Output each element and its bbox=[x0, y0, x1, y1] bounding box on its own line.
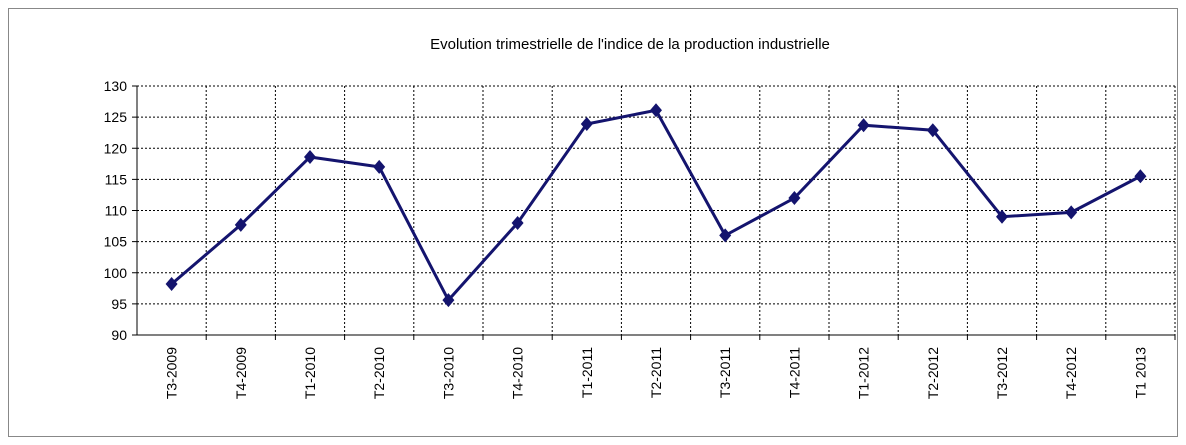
x-tick-label: T2-2012 bbox=[925, 347, 941, 399]
x-tick-label: T1-2012 bbox=[856, 347, 872, 399]
x-tick-label: T2-2011 bbox=[648, 347, 664, 398]
x-tick-label: T1-2011 bbox=[579, 347, 595, 398]
marker bbox=[857, 118, 870, 133]
x-tick-label: T4-2011 bbox=[786, 347, 802, 398]
marker bbox=[304, 149, 316, 164]
x-tick-label: T4-2009 bbox=[233, 347, 249, 399]
x-tick-label: T2-2010 bbox=[371, 347, 387, 399]
y-tick-label: 90 bbox=[111, 327, 127, 343]
y-tick-label: 95 bbox=[111, 296, 127, 312]
marker bbox=[442, 293, 455, 308]
x-tick-label: T4-2012 bbox=[1063, 347, 1079, 399]
y-tick-label: 100 bbox=[104, 265, 128, 281]
x-tick-label: T1-2010 bbox=[302, 347, 318, 399]
marker bbox=[580, 116, 593, 131]
marker bbox=[788, 191, 801, 206]
x-tick-label: T1 2013 bbox=[1132, 347, 1148, 399]
y-tick-label: 105 bbox=[104, 234, 128, 250]
marker bbox=[719, 228, 732, 243]
marker bbox=[650, 103, 662, 118]
marker bbox=[1065, 205, 1078, 220]
marker bbox=[996, 209, 1008, 224]
marker bbox=[926, 123, 939, 138]
marker bbox=[373, 159, 386, 174]
x-tick-label: T4-2010 bbox=[510, 347, 526, 399]
y-tick-label: 120 bbox=[104, 140, 128, 156]
y-tick-label: 125 bbox=[104, 109, 128, 125]
y-tick-label: 110 bbox=[105, 203, 128, 219]
marker bbox=[511, 215, 524, 230]
marker bbox=[234, 217, 247, 232]
x-tick-label: T3-2012 bbox=[994, 347, 1010, 399]
marker bbox=[165, 276, 178, 291]
chart-frame bbox=[8, 8, 1178, 437]
x-tick-label: T3-2011 bbox=[717, 347, 733, 398]
marker bbox=[1134, 169, 1147, 184]
y-tick-label: 115 bbox=[105, 171, 128, 187]
x-tick-label: T3-2009 bbox=[164, 347, 180, 399]
x-tick-label: T3-2010 bbox=[440, 347, 456, 399]
y-tick-label: 130 bbox=[104, 78, 128, 94]
chart-title: Evolution trimestrielle de l'indice de l… bbox=[430, 36, 830, 53]
